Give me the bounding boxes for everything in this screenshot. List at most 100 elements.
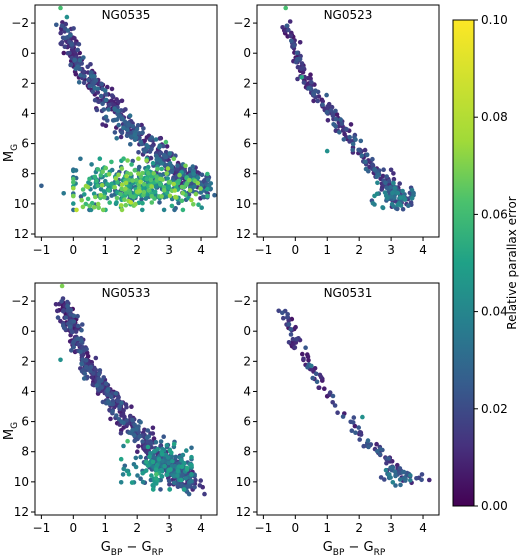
data-point bbox=[93, 367, 98, 373]
data-point bbox=[120, 116, 125, 122]
data-point bbox=[140, 185, 145, 191]
data-point bbox=[82, 371, 88, 376]
data-point bbox=[60, 20, 65, 25]
data-point bbox=[183, 476, 189, 481]
y-tick-label: 8 bbox=[243, 445, 251, 459]
data-point bbox=[173, 194, 178, 200]
data-point bbox=[350, 147, 356, 153]
data-point bbox=[143, 196, 149, 201]
data-point bbox=[112, 106, 117, 111]
data-point bbox=[59, 283, 65, 289]
data-point bbox=[154, 177, 160, 183]
data-point bbox=[306, 357, 311, 363]
data-point bbox=[181, 487, 187, 492]
data-point bbox=[125, 127, 130, 132]
data-point bbox=[65, 299, 70, 305]
data-point bbox=[409, 187, 415, 193]
data-point bbox=[164, 190, 170, 196]
data-point bbox=[157, 136, 163, 141]
data-point bbox=[179, 464, 185, 470]
data-point bbox=[59, 40, 65, 45]
y-tick-label: −2 bbox=[11, 16, 29, 30]
data-point bbox=[339, 121, 345, 126]
y-tick-label: 0 bbox=[243, 46, 251, 60]
data-point bbox=[97, 156, 103, 161]
data-point bbox=[116, 99, 121, 105]
data-point bbox=[180, 207, 186, 213]
data-point bbox=[288, 327, 294, 332]
data-point bbox=[55, 308, 60, 314]
data-point bbox=[119, 166, 125, 171]
data-point bbox=[127, 113, 133, 118]
data-point bbox=[305, 354, 311, 360]
data-point bbox=[392, 469, 398, 474]
x-tick-label: −1 bbox=[255, 243, 273, 257]
data-point bbox=[71, 186, 76, 191]
data-point bbox=[320, 102, 325, 108]
data-point bbox=[144, 143, 149, 148]
data-point bbox=[152, 448, 157, 454]
y-tick-label: 2 bbox=[243, 76, 251, 90]
data-point bbox=[149, 135, 155, 140]
data-point bbox=[167, 180, 173, 185]
data-point bbox=[125, 158, 130, 163]
y-tick-label: 2 bbox=[21, 76, 29, 90]
data-point bbox=[95, 201, 101, 207]
data-point bbox=[400, 206, 406, 212]
data-point bbox=[54, 22, 59, 28]
data-point bbox=[288, 332, 294, 337]
data-point bbox=[158, 487, 163, 492]
data-point bbox=[73, 329, 79, 334]
data-point bbox=[93, 355, 99, 361]
panel-title: NG0531 bbox=[324, 286, 373, 300]
data-point bbox=[110, 409, 115, 415]
data-point bbox=[79, 327, 84, 333]
data-point bbox=[325, 118, 331, 123]
data-point bbox=[356, 147, 361, 153]
data-point bbox=[311, 92, 317, 97]
colorbar: 0.00 0.02 0.04 0.06 0.08 0.10 Relative parall… bbox=[452, 13, 519, 513]
data-point bbox=[116, 122, 121, 128]
data-point bbox=[135, 473, 140, 478]
colorbar-tick-label: 0.02 bbox=[481, 402, 508, 416]
data-point bbox=[386, 456, 392, 461]
data-point bbox=[158, 182, 163, 187]
data-point bbox=[333, 128, 339, 133]
y-tick-label: 10 bbox=[236, 475, 251, 489]
x-tick-label: −1 bbox=[255, 521, 273, 535]
data-point bbox=[189, 445, 194, 451]
data-point bbox=[208, 181, 214, 186]
data-point bbox=[61, 323, 66, 329]
x-axis-label: GBP − GRP bbox=[101, 540, 164, 555]
data-point bbox=[106, 107, 111, 112]
data-point bbox=[165, 455, 171, 460]
data-point bbox=[341, 137, 347, 142]
data-point bbox=[150, 459, 156, 465]
data-point bbox=[59, 23, 65, 29]
data-point bbox=[335, 410, 340, 416]
y-tick-label: 10 bbox=[14, 475, 29, 489]
data-point bbox=[86, 180, 91, 185]
y-tick-label: 6 bbox=[21, 415, 29, 429]
data-point bbox=[114, 413, 119, 418]
data-point bbox=[92, 85, 98, 91]
data-point bbox=[137, 434, 142, 439]
data-point bbox=[120, 472, 126, 477]
data-point bbox=[105, 84, 110, 90]
y-tick-label: 4 bbox=[243, 384, 251, 398]
data-point bbox=[212, 192, 217, 198]
data-point bbox=[409, 196, 415, 201]
data-point bbox=[133, 201, 138, 207]
data-point bbox=[197, 483, 203, 488]
data-point bbox=[108, 394, 114, 400]
data-point bbox=[159, 161, 165, 166]
data-point bbox=[393, 483, 398, 488]
data-point bbox=[126, 177, 132, 183]
data-point bbox=[39, 183, 44, 189]
data-point bbox=[115, 108, 121, 114]
data-point bbox=[117, 404, 122, 409]
data-point bbox=[315, 98, 321, 104]
data-point bbox=[106, 172, 112, 177]
